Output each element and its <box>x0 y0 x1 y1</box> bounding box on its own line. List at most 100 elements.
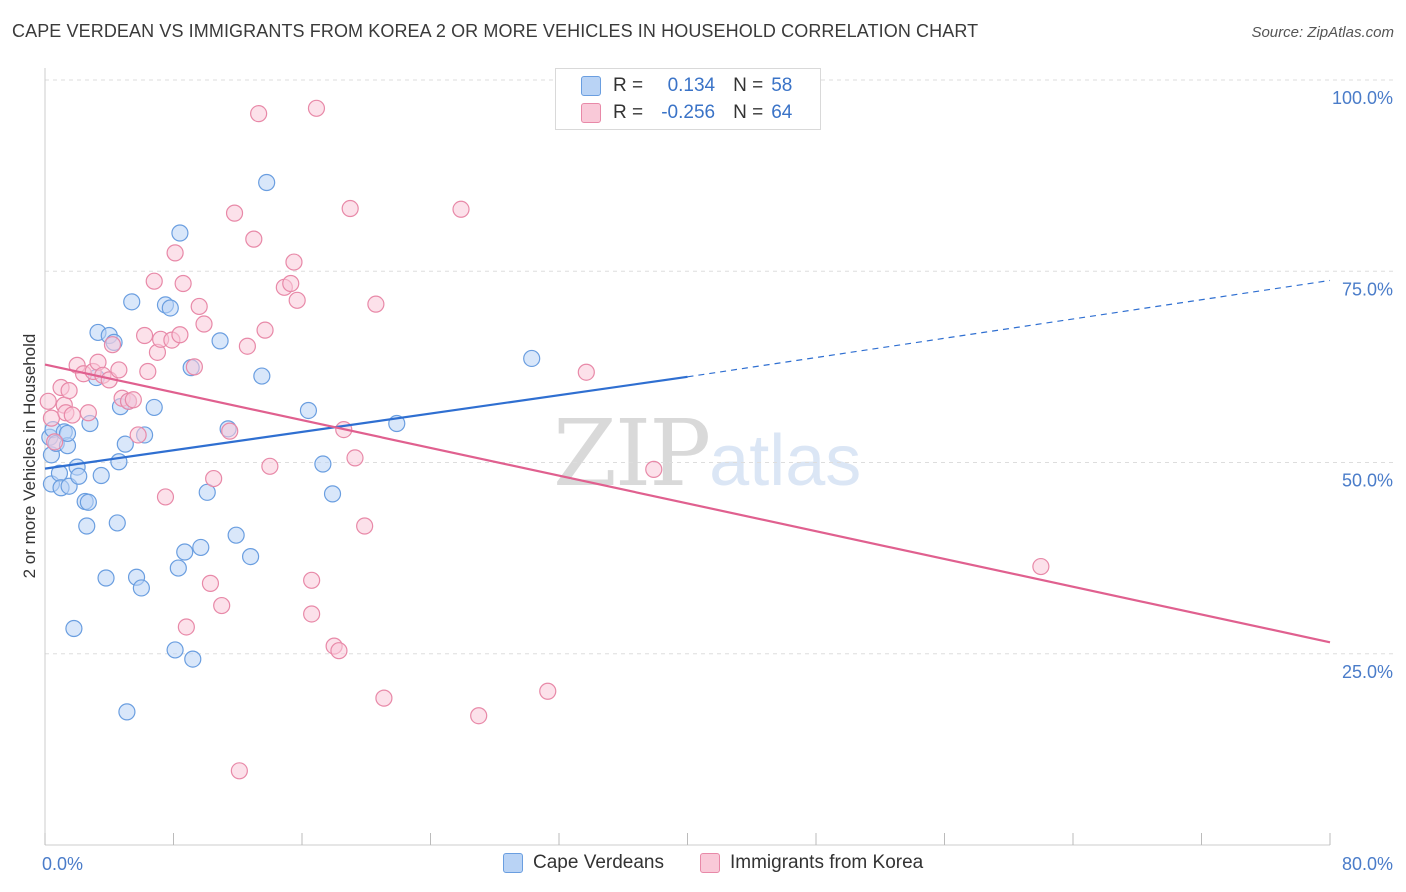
korea-immigrant-point <box>156 488 175 506</box>
korea-immigrant-point <box>166 244 184 262</box>
korea-immigrant-point <box>288 291 306 309</box>
korea-immigrant-point <box>1032 557 1050 576</box>
korea-immigrant-point <box>367 295 385 313</box>
cape-verdean-trend-extension <box>687 279 1331 378</box>
korea-immigrant-point <box>452 200 470 218</box>
korea-immigrant-point <box>307 99 326 117</box>
watermark-atlas: atlas <box>709 421 862 501</box>
korea-immigrant-point <box>577 363 595 381</box>
legend-label: Cape Verdeans <box>533 852 664 873</box>
x-tick-label: 80.0% <box>1342 854 1393 874</box>
korea-immigrant-point <box>645 460 663 478</box>
cape-verdean-point <box>171 224 189 242</box>
cape-verdean-trend-line <box>44 375 688 470</box>
x-tick-label: 0.0% <box>42 854 83 874</box>
korea-immigrant-point <box>110 361 128 379</box>
korea-immigrant-point <box>60 381 78 400</box>
korea-immigrant-point <box>303 605 321 623</box>
y-tick-label: 50.0% <box>1342 471 1393 491</box>
n-value: 58 <box>771 75 793 96</box>
korea-immigrant-point <box>185 358 203 376</box>
korea-immigrant-point <box>42 409 61 427</box>
pink-swatch <box>700 853 720 873</box>
korea-immigrant-point <box>303 571 321 589</box>
cape-verdean-point <box>145 398 163 417</box>
n-label: N = <box>733 102 764 123</box>
cape-verdean-point <box>166 641 184 659</box>
korea-immigrant-point <box>470 707 488 725</box>
korea-immigrant-point <box>341 199 359 218</box>
korea-immigrant-point <box>201 574 220 592</box>
korea-immigrant-point <box>171 326 189 344</box>
korea-immigrant-point <box>205 469 223 488</box>
n-value: 64 <box>771 102 793 123</box>
cape-verdean-point <box>108 514 126 532</box>
korea-immigrant-point <box>63 406 81 424</box>
korea-immigrant-point <box>39 392 57 410</box>
series-legend: Cape Verdeans Immigrants from Korea <box>0 852 1406 878</box>
cape-verdean-point <box>70 467 88 485</box>
legend-item-cape-verdeans[interactable]: Cape Verdeans <box>503 852 664 874</box>
cape-verdean-point <box>523 349 541 368</box>
r-value: 0.134 <box>667 75 716 96</box>
cape-verdean-point <box>211 332 229 350</box>
korea-immigrant-point <box>375 689 393 707</box>
watermark: ZIPatlas <box>553 400 861 507</box>
y-tick-label: 100.0% <box>1332 88 1393 108</box>
r-label: R = <box>613 75 644 96</box>
cape-verdean-point <box>176 543 194 561</box>
korea-immigrant-point <box>129 426 147 444</box>
korea-immigrant-point <box>282 274 300 293</box>
cape-verdean-point <box>192 538 210 557</box>
cape-verdean-point <box>198 483 216 501</box>
source-credit: Source: ZipAtlas.com <box>1251 24 1394 41</box>
cape-verdean-point <box>299 401 318 420</box>
korea-immigrant-point <box>79 404 97 422</box>
korea-immigrant-point <box>135 326 154 345</box>
cape-verdean-point <box>184 650 202 668</box>
cape-verdean-point <box>314 455 332 473</box>
korea-immigrant-point <box>213 596 231 615</box>
cape-verdean-point <box>323 485 342 503</box>
korea-immigrant-point <box>250 105 268 123</box>
legend-item-immigrants-korea[interactable]: Immigrants from Korea <box>700 852 923 874</box>
cape-verdean-point <box>169 559 187 577</box>
korea-immigrant-point <box>356 517 374 535</box>
blue-swatch <box>581 76 601 96</box>
r-value: -0.256 <box>661 102 716 123</box>
korea-immigrant-trend-line <box>44 363 1331 644</box>
cape-verdean-point <box>132 579 150 597</box>
korea-immigrant-point <box>174 274 192 293</box>
korea-immigrant-point <box>221 422 239 440</box>
blue-swatch <box>503 853 523 873</box>
n-label: N = <box>733 75 764 96</box>
y-tick-label: 25.0% <box>1342 662 1393 682</box>
korea-immigrant-point <box>256 321 274 339</box>
cape-verdean-point <box>118 703 136 721</box>
cape-verdean-point <box>242 547 260 566</box>
cape-verdean-point <box>116 435 134 453</box>
korea-immigrant-point <box>190 297 208 316</box>
cape-verdean-point <box>123 293 141 311</box>
y-tick-label: 75.0% <box>1342 279 1393 299</box>
korea-immigrant-point <box>330 642 348 660</box>
watermark-zip: ZIP <box>553 400 711 507</box>
cape-verdean-point <box>110 453 128 471</box>
korea-immigrant-point <box>285 253 303 271</box>
korea-immigrant-point <box>124 391 142 409</box>
korea-immigrant-point <box>145 272 163 290</box>
cape-verdean-point <box>97 569 115 587</box>
korea-immigrant-point <box>177 618 195 636</box>
korea-immigrant-point <box>46 433 64 451</box>
cape-verdean-point <box>58 424 77 443</box>
pink-swatch <box>581 103 601 123</box>
legend-row-immigrants-korea: R = -0.256 N = 64 <box>581 101 792 125</box>
cape-verdean-point <box>65 619 83 638</box>
r-label: R = <box>613 102 644 123</box>
cape-verdean-point <box>227 526 245 544</box>
cape-verdean-point <box>253 367 271 385</box>
cape-verdean-point <box>161 299 179 317</box>
korea-immigrant-point <box>103 336 122 354</box>
korea-immigrant-point <box>346 449 364 467</box>
